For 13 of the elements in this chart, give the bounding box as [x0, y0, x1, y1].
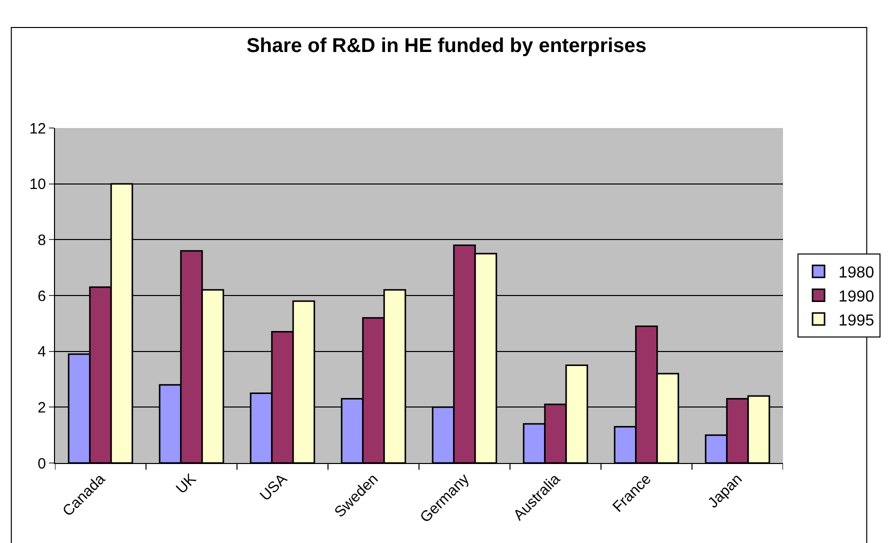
y-tick-label: 0 [38, 455, 46, 472]
y-tick-label: 10 [29, 176, 46, 194]
legend-label: 1990 [838, 288, 874, 306]
y-tick-label: 4 [38, 344, 46, 361]
legend-label: 1980 [838, 264, 874, 282]
x-tick-label: UK [172, 470, 200, 498]
y-tick-label: 2 [38, 399, 46, 416]
legend-label: 1995 [838, 312, 874, 330]
y-tick-label: 8 [38, 232, 46, 249]
y-tick-label: 6 [38, 288, 46, 305]
y-tick-label: 12 [29, 120, 46, 138]
chart-title: Share of R&D in HE funded by enterprises [246, 35, 647, 58]
x-tick-label: USA [256, 470, 291, 504]
